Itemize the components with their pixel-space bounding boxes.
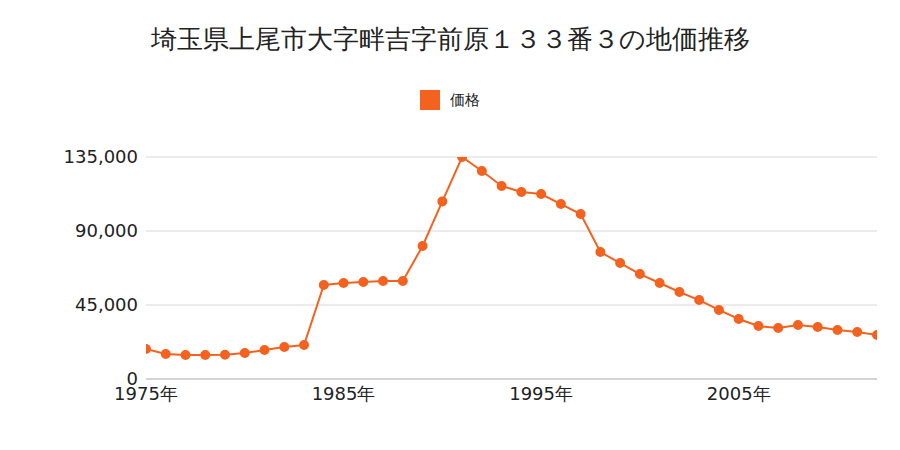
svg-text:1975年: 1975年: [114, 383, 178, 404]
svg-text:1995年: 1995年: [509, 383, 573, 404]
html-text:価格: 価格: [450, 90, 480, 109]
svg-text:45,000: 45,000: [75, 294, 138, 315]
svg-text:2005年: 2005年: [707, 383, 771, 404]
svg-text:1985年: 1985年: [312, 383, 376, 404]
html-text:埼玉県上尾市大字畔吉字前原１３３番３の地価推移: 埼玉県上尾市大字畔吉字前原１３３番３の地価推移: [150, 24, 750, 54]
svg-text:90,000: 90,000: [75, 220, 138, 241]
svg-text:135,000: 135,000: [64, 146, 138, 167]
svg-text:0: 0: [127, 368, 138, 389]
